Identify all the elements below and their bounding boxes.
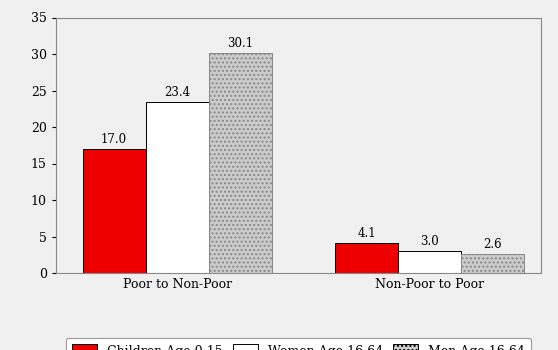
Text: 4.1: 4.1 — [357, 227, 376, 240]
Bar — [146, 102, 209, 273]
Bar — [83, 149, 146, 273]
Text: 17.0: 17.0 — [101, 133, 127, 146]
Bar — [335, 243, 398, 273]
Bar — [461, 254, 525, 273]
Legend: Children Age 0-15, Women Age 16-64, Men Age 16-64: Children Age 0-15, Women Age 16-64, Men … — [66, 338, 531, 350]
Text: 30.1: 30.1 — [227, 37, 253, 50]
Text: 2.6: 2.6 — [483, 238, 502, 251]
Text: 3.0: 3.0 — [420, 235, 439, 248]
Bar — [398, 251, 461, 273]
Text: 23.4: 23.4 — [164, 86, 190, 99]
Bar — [209, 53, 272, 273]
